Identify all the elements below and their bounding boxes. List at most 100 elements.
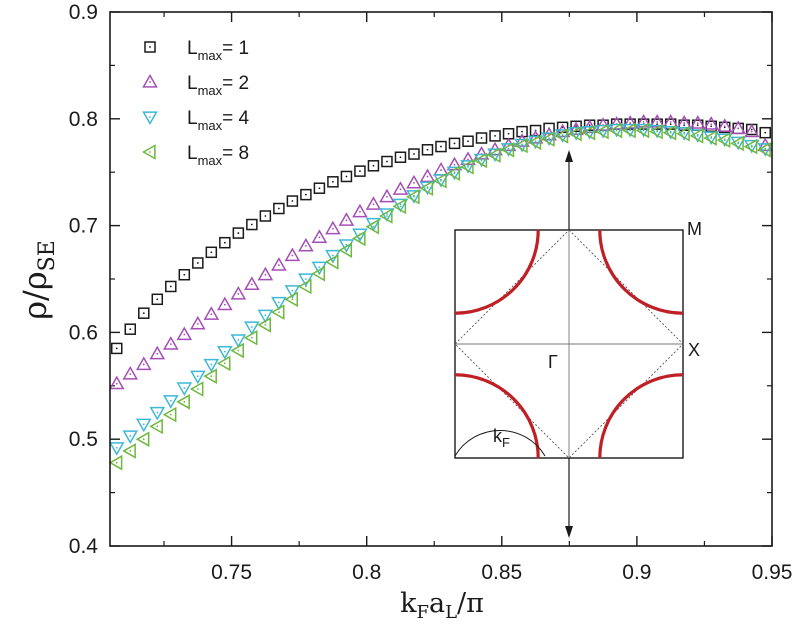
data-point — [324, 254, 339, 270]
data-point — [433, 174, 449, 188]
data-point-center — [196, 262, 199, 264]
data-point-center — [345, 175, 348, 178]
data-point — [527, 135, 544, 150]
data-point-center — [237, 232, 240, 234]
data-point — [270, 304, 285, 320]
data-point-center — [183, 400, 186, 403]
data-point — [271, 257, 287, 271]
data-point-center — [750, 145, 753, 148]
y-tick-label: 0.7 — [69, 215, 98, 238]
data-point — [676, 125, 690, 142]
data-point-center — [696, 124, 699, 127]
data-point — [500, 143, 517, 157]
data-point-center — [223, 303, 226, 306]
data-point-center — [561, 134, 564, 137]
data-point — [244, 276, 260, 290]
data-point-center — [723, 125, 726, 128]
data-point — [622, 123, 638, 138]
data-point-center — [291, 289, 294, 292]
data-point — [311, 229, 328, 243]
data-point-center — [277, 207, 280, 210]
y-tick-label: 0.9 — [69, 1, 98, 24]
data-point-center — [129, 450, 132, 452]
data-point — [284, 247, 301, 262]
data-point — [138, 307, 150, 319]
data-point-center — [318, 272, 321, 275]
data-point — [230, 285, 247, 300]
data-point — [149, 345, 166, 360]
data-point-center — [494, 134, 496, 137]
data-point — [649, 113, 665, 128]
data-point-center — [399, 156, 402, 159]
data-point — [338, 212, 355, 226]
data-point — [327, 176, 339, 188]
legend-entry: Lmax= 1 — [187, 38, 249, 63]
data-point — [165, 280, 177, 293]
data-point-center — [115, 382, 118, 385]
data-point — [541, 131, 555, 147]
data-point — [419, 180, 434, 197]
data-point — [527, 134, 542, 151]
data-point-center — [629, 122, 632, 124]
data-point — [149, 418, 163, 435]
data-point-center — [277, 264, 280, 267]
data-point — [271, 296, 287, 311]
data-point-center — [156, 425, 159, 428]
data-point-center — [656, 130, 659, 133]
data-point-center — [183, 333, 186, 336]
data-point — [340, 170, 353, 183]
data-point-center — [426, 175, 429, 178]
inset-diamond — [454, 229, 684, 459]
data-point-center — [386, 195, 388, 198]
data-point-center — [413, 153, 415, 155]
data-point — [689, 129, 706, 143]
data-point-center — [237, 338, 240, 341]
data-point-center — [183, 273, 186, 276]
data-point — [635, 122, 650, 139]
data-point-center — [588, 131, 591, 134]
data-point-center — [304, 285, 307, 288]
data-point-center — [440, 179, 442, 182]
data-point — [122, 366, 139, 380]
data-point — [554, 128, 569, 144]
data-point-center — [453, 172, 456, 175]
data-point-center — [250, 336, 253, 339]
x-tick-label: 0.8 — [352, 561, 381, 584]
legend: Lmax= 1 Lmax= 2 Lmax= 4 Lmax= 8 — [141, 38, 250, 168]
data-point-center — [494, 154, 496, 157]
inset-label-m: M — [687, 219, 702, 239]
data-point — [135, 418, 152, 433]
data-point — [419, 181, 436, 196]
data-point — [351, 230, 366, 247]
data-point — [230, 334, 247, 348]
data-point — [514, 137, 528, 154]
inset-label-kf: kF — [493, 426, 510, 450]
y-tick-label: 0.5 — [69, 428, 98, 451]
data-point — [462, 135, 474, 147]
data-point — [176, 326, 193, 341]
data-point-center — [764, 148, 767, 151]
data-point — [716, 118, 733, 132]
legend-marker — [144, 41, 156, 53]
data-point-center — [115, 446, 118, 449]
data-point-center — [764, 131, 767, 134]
data-point-center — [142, 363, 145, 366]
data-point-center — [669, 131, 672, 134]
plot-frame — [109, 11, 773, 547]
data-point — [149, 406, 166, 421]
data-point-center — [710, 123, 713, 126]
arrow-up-head — [565, 150, 573, 162]
data-point-center — [615, 129, 618, 132]
data-point-center — [683, 132, 686, 135]
data-point-center — [210, 363, 213, 366]
data-point-center — [467, 140, 469, 143]
data-point — [473, 153, 490, 168]
x-tick-label: 0.9 — [622, 561, 651, 584]
data-series — [108, 113, 774, 471]
data-point — [298, 237, 314, 252]
data-point-center — [169, 343, 172, 346]
data-point — [392, 181, 409, 195]
data-point-center — [723, 139, 726, 142]
data-point — [460, 151, 476, 166]
